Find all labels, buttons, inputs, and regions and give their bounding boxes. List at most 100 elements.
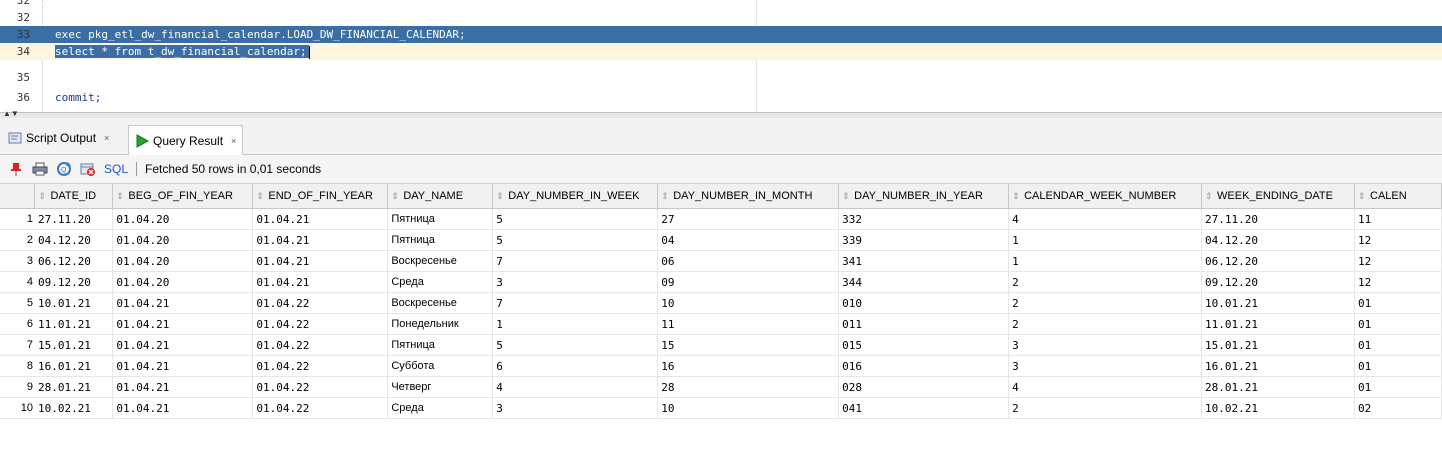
table-cell[interactable]: 1 bbox=[1008, 250, 1203, 272]
table-row[interactable]: 3 06.12.20 01.04.20 01.04.21 Воскресенье 7 06 3… bbox=[0, 250, 1442, 272]
editor-line-selected[interactable]: 33 exec pkg_etl_dw_financial_calendar.LO… bbox=[0, 26, 1442, 43]
table-cell[interactable]: 7 bbox=[492, 250, 659, 272]
table-cell[interactable]: 01 bbox=[1354, 376, 1442, 398]
table-cell[interactable]: 06.12.20 bbox=[1201, 250, 1355, 272]
table-cell[interactable]: 09.12.20 bbox=[1201, 271, 1355, 293]
column-header[interactable]: ⇕ CALEN bbox=[1354, 184, 1442, 209]
column-header[interactable]: ⇕ WEEK_ENDING_DATE bbox=[1201, 184, 1355, 209]
code-text[interactable]: commit; bbox=[55, 91, 102, 104]
table-cell[interactable]: 09.12.20 bbox=[34, 271, 114, 293]
table-cell[interactable]: Пятница bbox=[387, 334, 494, 356]
table-cell[interactable]: 04.12.20 bbox=[34, 229, 114, 251]
table-row[interactable]: 8 16.01.21 01.04.21 01.04.22 Суббота 6 16 016 3 1… bbox=[0, 355, 1442, 377]
column-header[interactable]: ⇕ CALENDAR_WEEK_NUMBER bbox=[1008, 184, 1203, 209]
table-cell[interactable]: 3 bbox=[492, 397, 659, 419]
table-cell[interactable]: 28 bbox=[657, 376, 840, 398]
table-cell[interactable]: Четверг bbox=[387, 376, 494, 398]
table-cell[interactable]: Понедельник bbox=[387, 313, 494, 335]
table-cell[interactable]: 1 bbox=[1008, 229, 1203, 251]
table-cell[interactable]: 06 bbox=[657, 250, 840, 272]
column-header[interactable]: ⇕ DAY_NAME bbox=[387, 184, 494, 209]
table-cell[interactable]: 01.04.21 bbox=[112, 292, 254, 314]
table-cell[interactable]: 016 bbox=[838, 355, 1010, 377]
table-cell[interactable]: 10.01.21 bbox=[1201, 292, 1355, 314]
column-header[interactable]: ⇕ DAY_NUMBER_IN_MONTH bbox=[657, 184, 840, 209]
table-cell[interactable]: Среда bbox=[387, 271, 494, 293]
column-header[interactable]: ⇕ DAY_NUMBER_IN_WEEK bbox=[492, 184, 659, 209]
table-cell[interactable]: 01.04.21 bbox=[252, 250, 389, 272]
table-cell[interactable]: 01.04.22 bbox=[252, 376, 389, 398]
table-cell[interactable]: 01 bbox=[1354, 334, 1442, 356]
table-row[interactable]: 9 28.01.21 01.04.21 01.04.22 Четверг 4 28 028 4 2… bbox=[0, 376, 1442, 398]
close-icon[interactable]: × bbox=[231, 135, 237, 146]
table-cell[interactable]: Воскресенье bbox=[387, 292, 494, 314]
table-cell[interactable]: 01.04.21 bbox=[112, 355, 254, 377]
table-cell[interactable]: 27.11.20 bbox=[1201, 208, 1355, 230]
table-cell[interactable]: 341 bbox=[838, 250, 1010, 272]
pane-splitter[interactable]: ▲▼ bbox=[0, 109, 1442, 119]
sql-link[interactable]: SQL bbox=[104, 162, 129, 176]
editor-line-current[interactable]: 34 select * from t_dw_financial_calendar… bbox=[0, 43, 1442, 60]
table-cell[interactable]: 11 bbox=[1354, 208, 1442, 230]
table-cell[interactable]: 01.04.22 bbox=[252, 313, 389, 335]
table-cell[interactable]: 01.04.20 bbox=[112, 208, 254, 230]
table-cell[interactable]: 27 bbox=[657, 208, 840, 230]
table-cell[interactable]: 01.04.22 bbox=[252, 355, 389, 377]
table-cell[interactable]: 16.01.21 bbox=[1201, 355, 1355, 377]
code-text[interactable]: exec pkg_etl_dw_financial_calendar.LOAD_… bbox=[55, 28, 466, 41]
table-cell[interactable]: 16 bbox=[657, 355, 840, 377]
table-cell[interactable]: 2 bbox=[1008, 313, 1203, 335]
column-header[interactable]: ⇕ BEG_OF_FIN_YEAR bbox=[112, 184, 254, 209]
table-row[interactable]: 7 15.01.21 01.04.21 01.04.22 Пятница 5 15 015 3 1… bbox=[0, 334, 1442, 356]
table-cell[interactable]: 5 bbox=[492, 208, 659, 230]
editor-line[interactable]: 35 bbox=[0, 69, 1442, 86]
table-cell[interactable]: 332 bbox=[838, 208, 1010, 230]
table-cell[interactable]: 06.12.20 bbox=[34, 250, 114, 272]
table-cell[interactable]: 4 bbox=[1008, 376, 1203, 398]
table-cell[interactable]: 4 bbox=[1008, 208, 1203, 230]
table-cell[interactable]: 015 bbox=[838, 334, 1010, 356]
table-cell[interactable]: 28.01.21 bbox=[1201, 376, 1355, 398]
table-cell[interactable]: 2 bbox=[1008, 397, 1203, 419]
table-cell[interactable]: 2 bbox=[1008, 292, 1203, 314]
table-row[interactable]: 4 09.12.20 01.04.20 01.04.21 Среда 3 09 344 2 09.… bbox=[0, 271, 1442, 293]
table-row[interactable]: 1 27.11.20 01.04.20 01.04.21 Пятница 5 27 332 4 2… bbox=[0, 208, 1442, 230]
table-row[interactable]: 6 11.01.21 01.04.21 01.04.22 Понедельник 1 11 0… bbox=[0, 313, 1442, 335]
table-cell[interactable]: 5 bbox=[492, 229, 659, 251]
table-cell[interactable]: 7 bbox=[492, 292, 659, 314]
editor-line[interactable]: 32 bbox=[0, 9, 1442, 26]
column-header[interactable]: ⇕ DATE_ID bbox=[34, 184, 114, 209]
table-cell[interactable]: 16.01.21 bbox=[34, 355, 114, 377]
table-cell[interactable]: 01.04.22 bbox=[252, 292, 389, 314]
column-header[interactable]: ⇕ DAY_NUMBER_IN_YEAR bbox=[838, 184, 1010, 209]
refresh-sql-icon[interactable]: Q bbox=[56, 161, 72, 177]
pin-icon[interactable] bbox=[8, 161, 24, 177]
close-icon[interactable]: × bbox=[104, 133, 110, 143]
table-cell[interactable]: 28.01.21 bbox=[34, 376, 114, 398]
code-text-wrap[interactable]: select * from t_dw_financial_calendar; bbox=[55, 43, 310, 60]
table-cell[interactable]: Воскресенье bbox=[387, 250, 494, 272]
table-cell[interactable]: 01.04.21 bbox=[252, 271, 389, 293]
column-header[interactable]: ⇕ END_OF_FIN_YEAR bbox=[252, 184, 389, 209]
collapse-arrows-icon[interactable]: ▲▼ bbox=[3, 109, 19, 118]
table-cell[interactable]: 27.11.20 bbox=[34, 208, 114, 230]
table-cell[interactable]: 3 bbox=[1008, 334, 1203, 356]
table-cell[interactable]: Пятница bbox=[387, 229, 494, 251]
table-cell[interactable]: 15.01.21 bbox=[1201, 334, 1355, 356]
table-cell[interactable]: 011 bbox=[838, 313, 1010, 335]
table-cell[interactable]: 04.12.20 bbox=[1201, 229, 1355, 251]
table-cell[interactable]: 01.04.21 bbox=[112, 397, 254, 419]
table-cell[interactable]: 01.04.21 bbox=[112, 376, 254, 398]
table-cell[interactable]: 12 bbox=[1354, 271, 1442, 293]
result-grid[interactable]: ⇕ DATE_ID ⇕ BEG_OF_FIN_YEAR ⇕ END_OF_FIN_YE… bbox=[0, 184, 1442, 456]
table-cell[interactable]: 028 bbox=[838, 376, 1010, 398]
table-cell[interactable]: 15.01.21 bbox=[34, 334, 114, 356]
table-cell[interactable]: Пятница bbox=[387, 208, 494, 230]
table-cell[interactable]: Суббота bbox=[387, 355, 494, 377]
table-cell[interactable]: 01.04.22 bbox=[252, 334, 389, 356]
table-cell[interactable]: 01.04.21 bbox=[112, 313, 254, 335]
table-cell[interactable]: 6 bbox=[492, 355, 659, 377]
table-cell[interactable]: 11 bbox=[657, 313, 840, 335]
table-cell[interactable]: 01.04.20 bbox=[112, 271, 254, 293]
table-cell[interactable]: 10.02.21 bbox=[34, 397, 114, 419]
